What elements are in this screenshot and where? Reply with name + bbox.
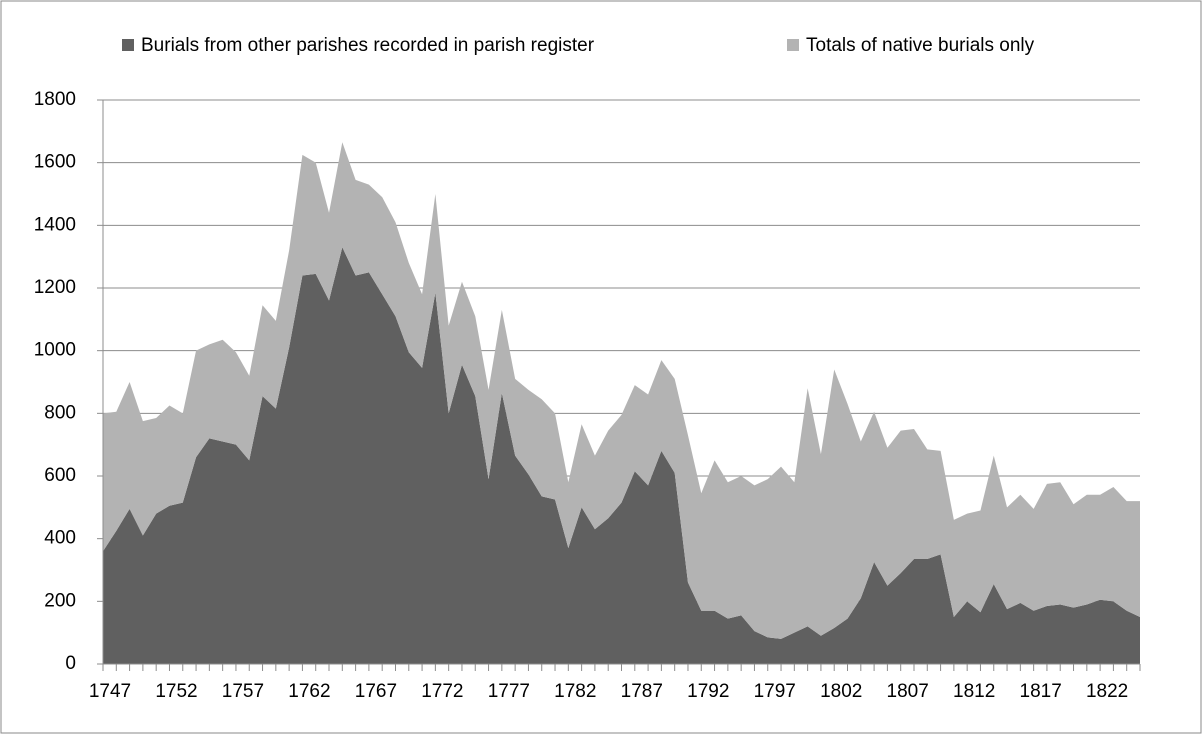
x-tick-label: 1792	[687, 681, 729, 702]
x-tick-label: 1752	[155, 681, 197, 702]
x-tick-label: 1777	[488, 681, 530, 702]
y-tick-label: 1400	[34, 214, 76, 235]
x-tick-label: 1762	[288, 681, 330, 702]
x-tick-label: 1817	[1020, 681, 1062, 702]
legend-label: Burials from other parishes recorded in …	[141, 35, 595, 56]
legend-swatch	[787, 39, 799, 51]
y-tick-label: 1800	[34, 89, 76, 110]
y-tick-label: 0	[65, 653, 76, 674]
legend-swatch	[122, 39, 134, 51]
y-tick-label: 1000	[34, 340, 76, 361]
x-tick-label: 1807	[887, 681, 929, 702]
x-tick-label: 1747	[89, 681, 131, 702]
y-tick-label: 1600	[34, 152, 76, 173]
area	[103, 247, 1140, 664]
x-tick-label: 1757	[222, 681, 264, 702]
area	[103, 142, 1140, 639]
x-tick-label: 1767	[355, 681, 397, 702]
x-tick-label: 1787	[621, 681, 663, 702]
y-tick-label: 800	[44, 402, 76, 423]
x-tick-label: 1802	[820, 681, 862, 702]
x-tick-label: 1797	[754, 681, 796, 702]
x-tick-label: 1822	[1086, 681, 1128, 702]
x-tick-label: 1812	[953, 681, 995, 702]
legend-label: Totals of native burials only	[806, 35, 1035, 56]
x-tick-label: 1782	[554, 681, 596, 702]
y-tick-label: 600	[44, 465, 76, 486]
y-tick-label: 1200	[34, 277, 76, 298]
x-tick-label: 1772	[421, 681, 463, 702]
y-tick-label: 200	[44, 590, 76, 611]
y-tick-label: 400	[44, 528, 76, 549]
